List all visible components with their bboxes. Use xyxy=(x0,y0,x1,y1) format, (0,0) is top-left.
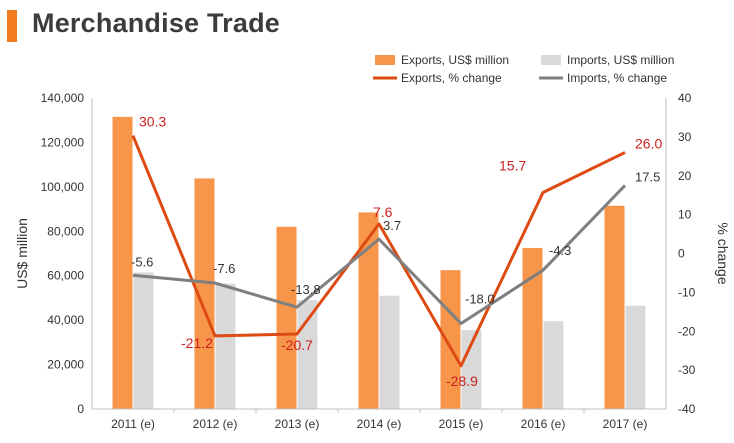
y2-tick-label-5: 10 xyxy=(678,208,692,222)
y2-tick-label-3: -10 xyxy=(678,285,696,299)
legend-label-0: Exports, US$ million xyxy=(401,53,509,67)
exports-change-label-0: 30.3 xyxy=(139,114,166,130)
imports-change-label-1: -7.6 xyxy=(213,261,235,276)
y-tick-label-3: 60,000 xyxy=(47,269,84,283)
y-axis-title: US$ million xyxy=(14,218,30,289)
y-tick-label-0: 0 xyxy=(77,402,84,416)
legend-label-3: Imports, % change xyxy=(567,71,667,85)
exports-change-label-3: 7.6 xyxy=(373,204,393,220)
y2-tick-label-8: 40 xyxy=(678,91,692,105)
exports-change-label-1: -21.2 xyxy=(181,335,213,351)
y2-tick-label-6: 20 xyxy=(678,169,692,183)
legend-label-2: Exports, % change xyxy=(401,71,502,85)
imports-bar-6 xyxy=(625,305,646,409)
x-tick-label-1: 2012 (e) xyxy=(193,417,238,431)
page-title: Merchandise Trade xyxy=(32,8,280,38)
exports-bar-5 xyxy=(522,247,543,409)
exports-bar-0 xyxy=(112,116,133,409)
y-tick-label-4: 80,000 xyxy=(47,224,84,238)
x-tick-label-2: 2013 (e) xyxy=(275,417,320,431)
y-tick-label-5: 100,000 xyxy=(41,180,85,194)
exports-change-label-6: 26.0 xyxy=(635,135,662,151)
exports-bar-1 xyxy=(194,178,215,409)
imports-change-label-0: -5.6 xyxy=(131,254,153,269)
imports-change-label-6: 17.5 xyxy=(635,169,660,184)
exports-change-label-4: -28.9 xyxy=(446,373,478,389)
imports-bar-3 xyxy=(379,295,400,409)
imports-bar-2 xyxy=(297,300,318,409)
exports-change-line xyxy=(131,135,626,368)
y-tick-label-1: 20,000 xyxy=(47,358,84,372)
exports-change-label-2: -20.7 xyxy=(281,337,313,353)
y-tick-label-7: 140,000 xyxy=(41,91,85,105)
x-tick-label-5: 2016 (e) xyxy=(521,417,566,431)
y-tick-label-2: 40,000 xyxy=(47,313,84,327)
x-tick-label-0: 2011 (e) xyxy=(111,417,155,431)
title-accent-bar xyxy=(7,10,17,42)
y2-tick-label-1: -30 xyxy=(678,363,696,377)
imports-change-line xyxy=(132,184,627,325)
x-tick-label-6: 2017 (e) xyxy=(603,417,648,431)
exports-bar-2 xyxy=(276,226,297,409)
y2-axis-title: % change xyxy=(715,222,731,284)
imports-change-label-4: -18.0 xyxy=(465,291,495,306)
x-tick-label-4: 2015 (e) xyxy=(439,417,484,431)
y-tick-label-6: 120,000 xyxy=(41,135,85,149)
imports-bar-4 xyxy=(461,330,482,409)
legend-label-1: Imports, US$ million xyxy=(567,53,674,67)
y2-tick-label-7: 30 xyxy=(678,130,692,144)
exports-change-label-5: 15.7 xyxy=(499,157,526,173)
imports-change-label-5: -4.3 xyxy=(549,243,571,258)
y2-tick-label-0: -40 xyxy=(678,402,696,416)
imports-change-label-2: -13.8 xyxy=(291,282,321,297)
chart-header: Merchandise Trade xyxy=(0,0,734,56)
imports-change-label-3: 3.7 xyxy=(383,218,401,233)
y2-tick-label-2: -20 xyxy=(678,324,696,338)
legend-swatch-0 xyxy=(375,55,395,65)
exports-bar-3 xyxy=(358,212,379,409)
imports-bar-1 xyxy=(215,283,236,409)
y2-tick-label-4: 0 xyxy=(678,247,685,261)
legend-swatch-1 xyxy=(541,55,561,65)
imports-bar-0 xyxy=(133,272,154,409)
exports-bar-6 xyxy=(604,205,625,409)
exports-bar-4 xyxy=(440,270,461,409)
x-tick-label-3: 2014 (e) xyxy=(357,417,402,431)
imports-bar-5 xyxy=(543,321,564,409)
